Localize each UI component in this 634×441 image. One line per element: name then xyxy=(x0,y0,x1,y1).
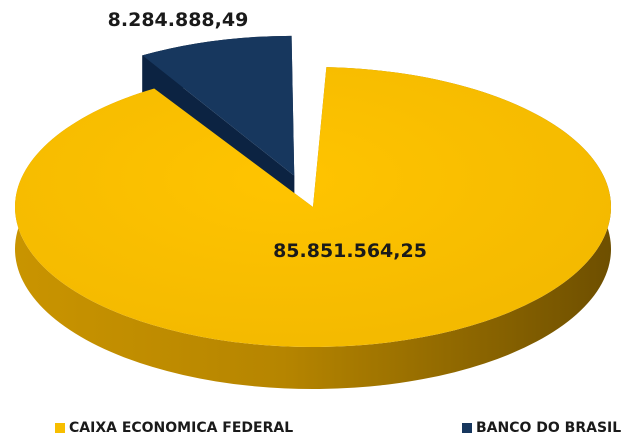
legend: CAIXA ECONOMICA FEDERAL BANCO DO BRASIL xyxy=(0,420,634,440)
legend-item-banco-do-brasil: BANCO DO BRASIL xyxy=(462,420,621,436)
legend-label-banco-do-brasil: BANCO DO BRASIL xyxy=(476,420,622,436)
pie-slice-banco-do-brasil xyxy=(142,35,295,176)
legend-swatch-banco-do-brasil xyxy=(462,423,472,433)
legend-item-caixa: CAIXA ECONOMICA FEDERAL xyxy=(55,420,293,436)
data-label-banco-do-brasil: 8.284.888,49 xyxy=(108,9,249,31)
data-label-caixa: 85.851.564,25 xyxy=(273,240,427,262)
legend-swatch-caixa xyxy=(55,423,65,433)
legend-label-caixa: CAIXA ECONOMICA FEDERAL xyxy=(69,420,294,436)
pie-slice-caixa xyxy=(14,67,611,347)
